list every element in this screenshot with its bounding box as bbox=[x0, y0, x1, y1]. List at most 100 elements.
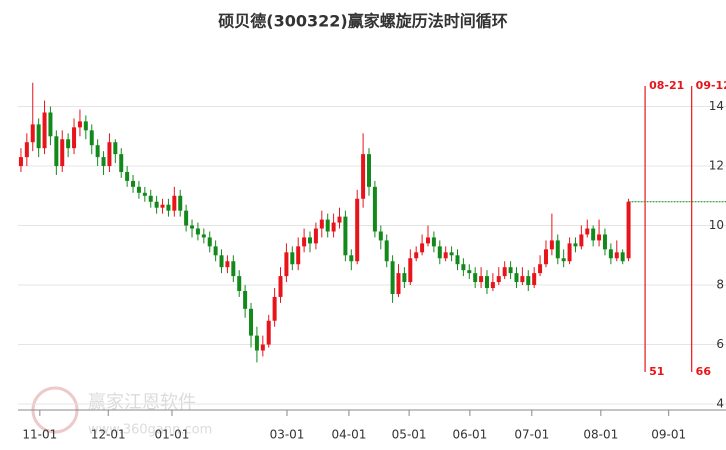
candle-body bbox=[467, 270, 472, 274]
candle-body bbox=[302, 237, 307, 247]
x-tick-label: 07-01 bbox=[514, 428, 549, 442]
x-tick-label: 09-01 bbox=[651, 428, 686, 442]
candle-body bbox=[66, 139, 71, 149]
candle-body bbox=[337, 216, 342, 223]
candle-body bbox=[172, 195, 177, 211]
candle-body bbox=[567, 243, 572, 262]
candle-body bbox=[361, 154, 366, 199]
candle-body bbox=[296, 246, 301, 265]
x-tick-label: 12-01 bbox=[91, 428, 126, 442]
candle-body bbox=[54, 136, 59, 167]
candle-body bbox=[455, 255, 460, 265]
candle-body bbox=[526, 276, 531, 286]
candle-body bbox=[490, 282, 495, 289]
candle-body bbox=[24, 142, 29, 158]
candle-body bbox=[284, 252, 289, 277]
cycle-date: 08-21 bbox=[649, 79, 684, 92]
x-tick-label: 05-01 bbox=[392, 428, 427, 442]
candle-body bbox=[48, 112, 53, 137]
candle-body bbox=[602, 234, 607, 250]
candle-body bbox=[30, 124, 35, 143]
y-tick-label: 14 bbox=[709, 99, 724, 113]
candle-body bbox=[331, 222, 336, 232]
candle-body bbox=[308, 237, 313, 244]
candle-body bbox=[195, 228, 200, 235]
x-tick-label: 04-01 bbox=[332, 428, 367, 442]
candle-body bbox=[125, 171, 130, 181]
candle-body bbox=[591, 228, 596, 241]
candle-body bbox=[42, 112, 47, 149]
candle-body bbox=[608, 249, 613, 259]
candle-body bbox=[201, 234, 206, 238]
candle-body bbox=[414, 252, 419, 259]
candle-body bbox=[367, 154, 371, 187]
candle-body bbox=[496, 276, 501, 283]
candle-body bbox=[355, 198, 360, 262]
candle-body bbox=[190, 225, 195, 229]
candle-body bbox=[254, 335, 259, 351]
candle-body bbox=[384, 240, 389, 262]
candle-body bbox=[437, 246, 442, 259]
candle-body bbox=[213, 246, 218, 256]
candle-body bbox=[443, 252, 448, 259]
candle-body bbox=[585, 228, 590, 235]
candle-body bbox=[77, 121, 82, 128]
candle-body bbox=[402, 273, 407, 283]
x-tick-label: 11-01 bbox=[22, 428, 57, 442]
candle-body bbox=[408, 258, 413, 283]
candle-body bbox=[166, 204, 171, 211]
candle-body bbox=[260, 344, 265, 351]
cycle-count: 51 bbox=[649, 365, 664, 378]
candle-body bbox=[573, 243, 578, 247]
watermark-url: www.360gann.com bbox=[88, 423, 212, 438]
candle-body bbox=[343, 216, 348, 256]
candle-body bbox=[514, 273, 519, 283]
x-tick-label: 08-01 bbox=[583, 428, 618, 442]
candle-body bbox=[313, 228, 318, 244]
candle-body bbox=[266, 320, 271, 345]
candle-body bbox=[597, 234, 602, 241]
candle-body bbox=[473, 273, 478, 283]
candle-body bbox=[614, 252, 619, 259]
candle-body bbox=[178, 195, 183, 211]
candle-body bbox=[425, 237, 430, 244]
candle-body bbox=[60, 139, 65, 167]
candle-body bbox=[131, 180, 136, 187]
candle-body bbox=[372, 186, 377, 232]
candle-body bbox=[319, 219, 324, 229]
candle-body bbox=[207, 237, 212, 247]
candle-body bbox=[243, 290, 248, 309]
watermark: 赢家江恩软件 www.360gann.com bbox=[31, 386, 212, 438]
candle-body bbox=[555, 240, 560, 259]
x-tick-label: 01-01 bbox=[155, 428, 190, 442]
candle-body bbox=[461, 264, 466, 271]
candle-body bbox=[538, 264, 543, 274]
candle-body bbox=[107, 142, 112, 167]
candle-body bbox=[136, 186, 141, 193]
candle-body bbox=[249, 308, 254, 336]
candle-body bbox=[154, 201, 159, 208]
candle-body bbox=[148, 195, 153, 202]
candle-body bbox=[119, 154, 124, 172]
candle-body bbox=[290, 252, 295, 265]
candle-body bbox=[72, 127, 77, 149]
candle-body bbox=[101, 157, 106, 167]
candle-body bbox=[325, 219, 330, 232]
y-tick-label: 4 bbox=[716, 397, 724, 411]
candle-body bbox=[225, 261, 230, 268]
candle-body bbox=[549, 240, 554, 250]
chart-title: 硕贝德(300322)赢家螺旋历法时间循环 bbox=[218, 12, 507, 31]
x-tick-label: 06-01 bbox=[452, 428, 487, 442]
candle-body bbox=[142, 192, 147, 196]
candle-body bbox=[620, 252, 625, 262]
y-tick-label: 8 bbox=[716, 278, 724, 292]
x-tick-label: 03-01 bbox=[270, 428, 305, 442]
candle-body bbox=[479, 276, 484, 283]
candle-body bbox=[561, 258, 566, 262]
candle-body bbox=[160, 204, 165, 208]
candle-body bbox=[543, 249, 548, 265]
candle-body bbox=[520, 276, 525, 283]
watermark-name: 赢家江恩软件 bbox=[88, 391, 196, 413]
candle-body bbox=[237, 276, 242, 291]
